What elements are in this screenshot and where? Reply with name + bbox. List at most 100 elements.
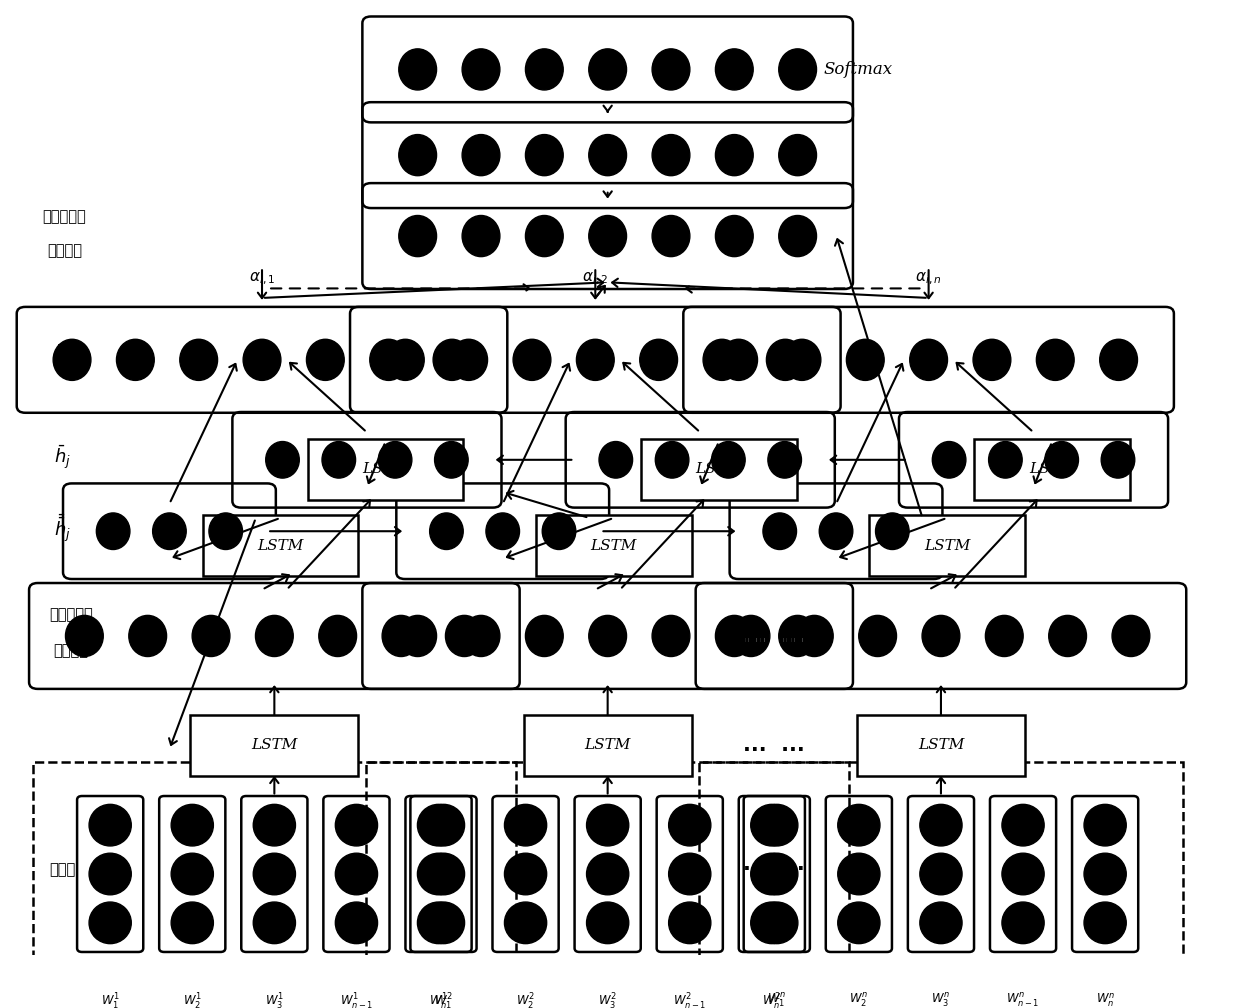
Ellipse shape <box>652 48 689 90</box>
Ellipse shape <box>53 340 91 380</box>
Ellipse shape <box>265 442 299 478</box>
Ellipse shape <box>153 513 186 549</box>
Text: $W_3^n$: $W_3^n$ <box>931 992 951 1008</box>
Ellipse shape <box>1045 442 1079 478</box>
Ellipse shape <box>89 804 131 846</box>
Ellipse shape <box>755 804 797 846</box>
Ellipse shape <box>434 442 469 478</box>
Ellipse shape <box>1049 616 1086 656</box>
Ellipse shape <box>423 853 465 895</box>
Ellipse shape <box>423 902 465 943</box>
Ellipse shape <box>117 340 154 380</box>
Ellipse shape <box>766 340 805 380</box>
Text: $\bar{h}_j$: $\bar{h}_j$ <box>53 444 71 471</box>
Ellipse shape <box>463 616 500 656</box>
Ellipse shape <box>668 804 711 846</box>
Ellipse shape <box>505 853 547 895</box>
FancyBboxPatch shape <box>641 438 796 500</box>
Ellipse shape <box>1002 804 1044 846</box>
FancyBboxPatch shape <box>308 438 464 500</box>
Ellipse shape <box>973 340 1011 380</box>
Ellipse shape <box>1002 902 1044 943</box>
Text: ...  ...: ... ... <box>744 855 805 875</box>
Ellipse shape <box>463 134 500 175</box>
Ellipse shape <box>755 853 797 895</box>
Ellipse shape <box>253 853 295 895</box>
Ellipse shape <box>418 804 460 846</box>
Text: $W_3^1$: $W_3^1$ <box>265 992 284 1008</box>
Ellipse shape <box>577 340 614 380</box>
Ellipse shape <box>253 902 295 943</box>
FancyBboxPatch shape <box>523 715 692 776</box>
Ellipse shape <box>986 616 1023 656</box>
Ellipse shape <box>319 616 357 656</box>
Text: LSTM: LSTM <box>590 538 637 552</box>
Ellipse shape <box>652 616 689 656</box>
Ellipse shape <box>399 48 436 90</box>
Ellipse shape <box>779 48 816 90</box>
Text: LSTM: LSTM <box>252 739 298 752</box>
Text: $W_1^2$: $W_1^2$ <box>434 992 453 1008</box>
Ellipse shape <box>505 804 547 846</box>
Ellipse shape <box>66 616 103 656</box>
Text: 向量表示: 向量表示 <box>47 243 82 258</box>
Ellipse shape <box>655 442 689 478</box>
FancyBboxPatch shape <box>203 515 358 576</box>
Ellipse shape <box>875 513 909 549</box>
FancyBboxPatch shape <box>191 715 358 776</box>
Text: LSTM: LSTM <box>918 739 965 752</box>
Text: $\bar{\bar{h}}_j$: $\bar{\bar{h}}_j$ <box>53 513 71 544</box>
Ellipse shape <box>920 853 962 895</box>
Ellipse shape <box>171 804 213 846</box>
FancyBboxPatch shape <box>869 515 1025 576</box>
Ellipse shape <box>779 216 816 257</box>
Ellipse shape <box>859 616 897 656</box>
Ellipse shape <box>463 48 500 90</box>
Ellipse shape <box>1084 804 1126 846</box>
Ellipse shape <box>429 513 464 549</box>
Ellipse shape <box>399 616 436 656</box>
FancyBboxPatch shape <box>857 715 1025 776</box>
Ellipse shape <box>763 513 796 549</box>
Ellipse shape <box>652 134 689 175</box>
Ellipse shape <box>838 902 880 943</box>
Text: $\alpha_{i,1}$: $\alpha_{i,1}$ <box>249 270 275 286</box>
FancyBboxPatch shape <box>975 438 1130 500</box>
Text: LSTM: LSTM <box>584 739 631 752</box>
Text: LSTM: LSTM <box>362 463 409 477</box>
Ellipse shape <box>180 340 217 380</box>
Ellipse shape <box>526 48 563 90</box>
Ellipse shape <box>668 902 711 943</box>
Ellipse shape <box>732 616 770 656</box>
Text: $\alpha_{i,2}$: $\alpha_{i,2}$ <box>583 270 609 286</box>
Ellipse shape <box>526 216 563 257</box>
Ellipse shape <box>1101 442 1135 478</box>
Text: $W_1^1$: $W_1^1$ <box>100 992 119 1008</box>
Ellipse shape <box>418 902 460 943</box>
Ellipse shape <box>784 340 821 380</box>
Ellipse shape <box>418 853 460 895</box>
Ellipse shape <box>587 804 629 846</box>
Text: 句子级情感: 句子级情感 <box>48 608 93 623</box>
Ellipse shape <box>668 853 711 895</box>
Ellipse shape <box>1002 853 1044 895</box>
Ellipse shape <box>335 804 377 846</box>
Text: $W_{n-1}^n$: $W_{n-1}^n$ <box>1007 992 1040 1008</box>
Ellipse shape <box>768 442 801 478</box>
Ellipse shape <box>920 804 962 846</box>
Ellipse shape <box>370 340 408 380</box>
Ellipse shape <box>988 442 1022 478</box>
Ellipse shape <box>587 902 629 943</box>
Ellipse shape <box>1084 902 1126 943</box>
Ellipse shape <box>322 442 356 478</box>
Ellipse shape <box>1112 616 1149 656</box>
Text: $W_1^n$: $W_1^n$ <box>768 992 786 1008</box>
Ellipse shape <box>253 804 295 846</box>
Ellipse shape <box>750 804 792 846</box>
Ellipse shape <box>445 616 484 656</box>
Ellipse shape <box>779 616 816 656</box>
Ellipse shape <box>463 216 500 257</box>
Text: ...  ...: ... ... <box>744 626 805 646</box>
Ellipse shape <box>847 340 884 380</box>
Ellipse shape <box>513 340 551 380</box>
